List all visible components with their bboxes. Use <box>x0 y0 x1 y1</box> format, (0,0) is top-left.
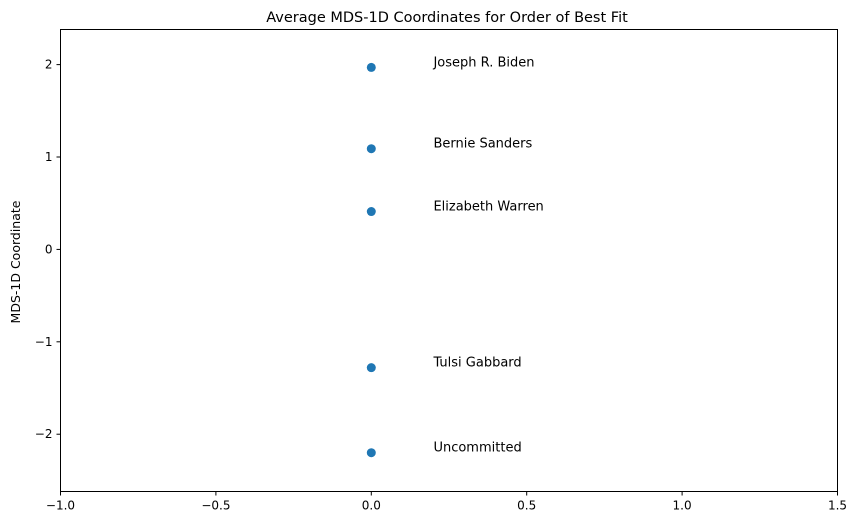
chart-title: Average MDS-1D Coordinates for Order of … <box>266 10 628 26</box>
point-label: Uncommitted <box>433 441 521 456</box>
y-axis-label: MDS-1D Coordinate <box>8 200 23 323</box>
point-label: Tulsi Gabbard <box>432 356 521 371</box>
x-tick-label: 0.0 <box>362 499 381 513</box>
y-tick-label: 0 <box>45 242 53 256</box>
y-tick-label: 1 <box>45 150 53 164</box>
point-label: Elizabeth Warren <box>433 200 543 215</box>
y-tick-label: −2 <box>35 427 53 441</box>
point-label: Bernie Sanders <box>433 137 532 152</box>
scatter-points <box>366 62 376 458</box>
x-tick-label: 1.5 <box>828 499 847 513</box>
point-label: Joseph R. Biden <box>432 55 534 70</box>
scatter-point <box>366 144 376 154</box>
axis-ticks: −1.0 −0.5 0.0 0.5 1.0 1.5 −2 −1 0 1 2 <box>35 58 847 513</box>
x-tick-label: 1.0 <box>673 499 692 513</box>
x-tick-label: −1.0 <box>46 499 75 513</box>
y-tick-label: −1 <box>35 335 53 349</box>
x-tick-label: 0.5 <box>517 499 536 513</box>
scatter-point <box>366 448 376 458</box>
scatter-point <box>366 363 376 373</box>
plot-frame <box>60 29 838 492</box>
y-tick-label: 2 <box>45 58 53 72</box>
x-tick-label: −0.5 <box>201 499 230 513</box>
scatter-point <box>366 62 376 72</box>
point-annotations: Joseph R. Biden Bernie Sanders Elizabeth W… <box>432 55 543 455</box>
scatter-point <box>366 207 376 217</box>
